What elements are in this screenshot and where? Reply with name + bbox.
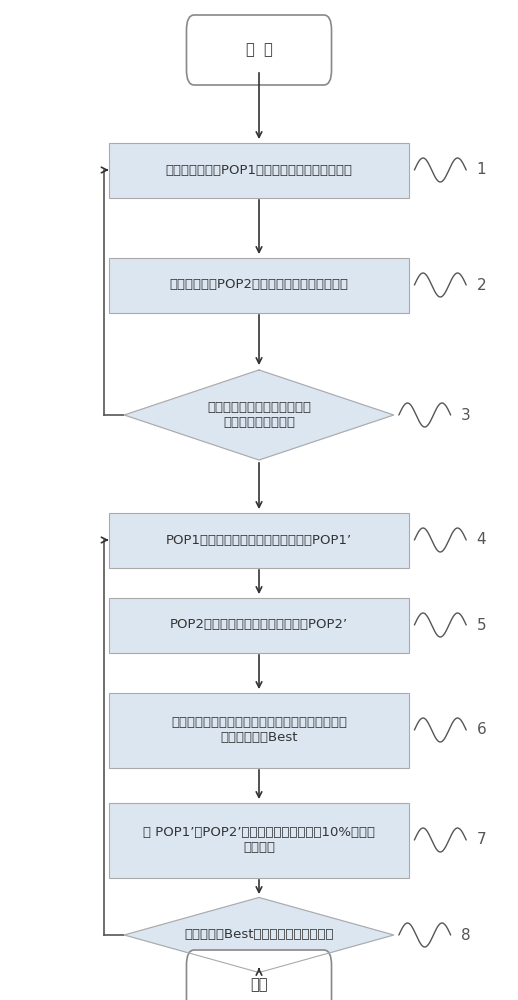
Polygon shape	[124, 898, 394, 972]
Text: 2: 2	[477, 277, 486, 292]
Text: 初始化人工鱼群POP1，计算每个个体的适应度值: 初始化人工鱼群POP1，计算每个个体的适应度值	[165, 163, 353, 176]
FancyBboxPatch shape	[109, 802, 409, 878]
FancyBboxPatch shape	[186, 950, 332, 1000]
FancyBboxPatch shape	[186, 15, 332, 85]
FancyBboxPatch shape	[109, 512, 409, 568]
Text: 结束: 结束	[250, 978, 268, 992]
Text: 开  始: 开 始	[246, 42, 272, 57]
FancyBboxPatch shape	[109, 257, 409, 312]
Text: 1: 1	[477, 162, 486, 178]
Text: 4: 4	[477, 532, 486, 548]
Text: 8: 8	[461, 928, 471, 942]
Text: 5: 5	[477, 617, 486, 633]
FancyBboxPatch shape	[109, 142, 409, 198]
Polygon shape	[124, 370, 394, 460]
Text: 将两个新种群中适应度值最小的个体数值最为最优
解赋给公告板Best: 将两个新种群中适应度值最小的个体数值最为最优 解赋给公告板Best	[171, 716, 347, 744]
Text: POP2执行粒子群算法，得到新种群POP2’: POP2执行粒子群算法，得到新种群POP2’	[170, 618, 348, 632]
FancyBboxPatch shape	[109, 692, 409, 768]
FancyBboxPatch shape	[109, 598, 409, 652]
Text: 3: 3	[461, 408, 471, 422]
Text: 6: 6	[477, 722, 486, 738]
Text: 判断两个种群个体的适应度值
是否都满足边界条件: 判断两个种群个体的适应度值 是否都满足边界条件	[207, 401, 311, 429]
Text: 7: 7	[477, 832, 486, 848]
Text: 初始化粒子群POP2，计算每个个体的适应度值: 初始化粒子群POP2，计算每个个体的适应度值	[169, 278, 349, 292]
Text: 从 POP1’和POP2’中选取适应度值最差的10%的个体
进行跳跃: 从 POP1’和POP2’中选取适应度值最差的10%的个体 进行跳跃	[143, 826, 375, 854]
Text: POP1执行人工鱼群算法，得到新种群POP1’: POP1执行人工鱼群算法，得到新种群POP1’	[166, 534, 352, 546]
Text: 判断最优解Best是否在设定的误差限内: 判断最优解Best是否在设定的误差限内	[184, 928, 334, 942]
